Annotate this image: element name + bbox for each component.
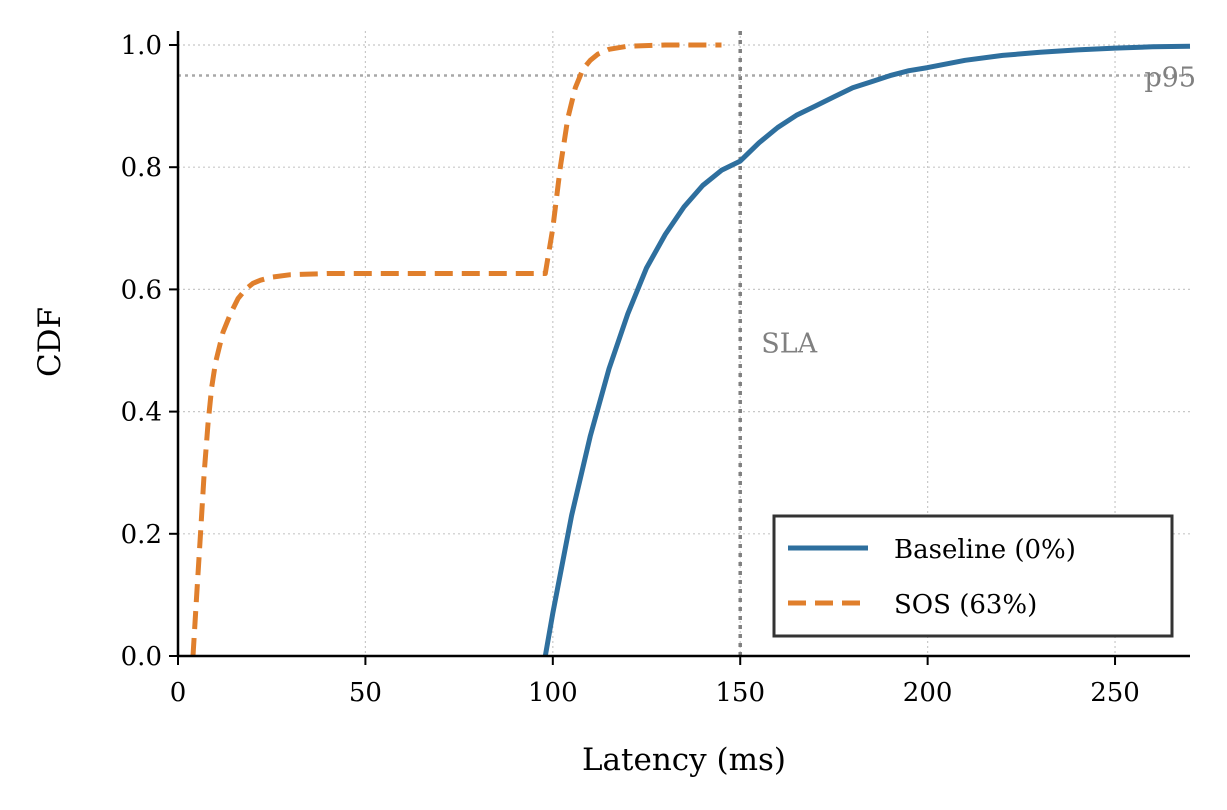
sos-series-line [190,42,722,657]
y-tick-label: 0.4 [121,398,162,428]
reference-lines [178,31,1190,656]
axes [176,31,1190,658]
x-tick-label: 150 [715,678,765,708]
y-tick-label: 1.0 [121,31,162,61]
legend-label-baseline: Baseline (0%) [894,535,1076,565]
tick-labels: 0 50 100 150 200 250 0.0 0.2 0.4 0.6 0.8 1.0 [121,31,1140,708]
x-tick-label: 250 [1090,678,1140,708]
legend-label-sos: SOS (63%) [894,590,1037,620]
p95-annotation: p95 [1144,63,1196,94]
x-tick-label: 50 [349,678,382,708]
y-axis-title: CDF [32,307,68,377]
series-lines [190,42,1191,657]
y-tick-label: 0.8 [121,153,162,183]
y-tick-label: 0.6 [121,275,162,305]
x-tick-label: 100 [528,678,578,708]
x-tick-label: 0 [170,678,187,708]
legend-box [772,514,1174,638]
x-tick-label: 200 [903,678,953,708]
x-axis-title: Latency (ms) [582,742,786,778]
y-tick-label: 0.0 [121,642,162,672]
legend: Baseline (0%) SOS (63%) [772,514,1174,638]
baseline-series-line [542,43,1191,657]
sla-annotation: SLA [761,329,817,360]
y-tick-label: 0.2 [121,520,162,550]
